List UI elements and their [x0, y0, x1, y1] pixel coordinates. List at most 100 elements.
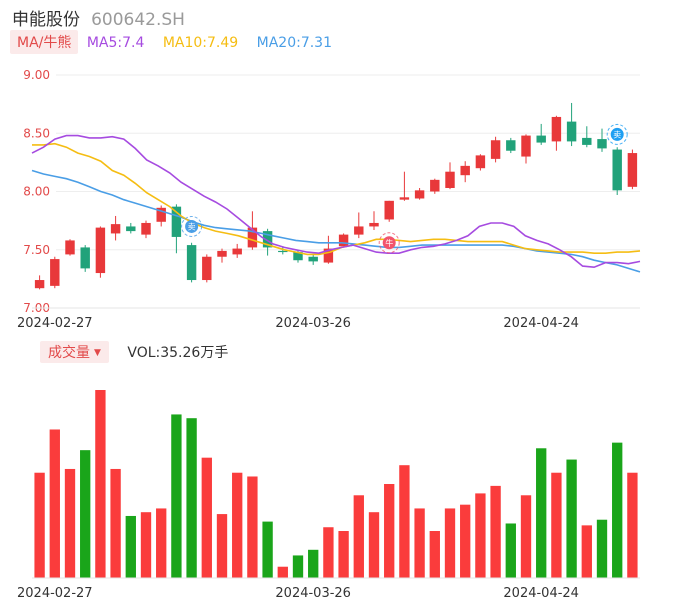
candle [217, 248, 227, 263]
candle [308, 254, 318, 265]
volume-indicator-button[interactable]: 成交量 ▼ [40, 341, 109, 363]
ma20-line [31, 169, 641, 273]
volume-bar [490, 485, 501, 578]
candle [232, 243, 242, 258]
candle-body [369, 222, 379, 227]
volume-bar [520, 495, 532, 578]
x-tick-label: 2024-04-24 [503, 316, 579, 331]
volume-bar [551, 472, 562, 578]
y-tick-label: 9.00 [23, 68, 50, 82]
candle-body [95, 227, 106, 274]
volume-bar [338, 531, 349, 578]
volume-bar [627, 472, 638, 578]
candle [460, 161, 470, 183]
candle-body [490, 140, 501, 159]
volume-bar [49, 429, 60, 578]
candle-body [338, 234, 349, 247]
candle-body [50, 259, 60, 286]
candle-body [354, 226, 364, 235]
candle [506, 137, 516, 154]
candle-body [551, 116, 562, 142]
candle [475, 154, 486, 171]
volume-bar [95, 390, 106, 578]
candle-body [323, 248, 334, 263]
volume-bar [156, 508, 167, 578]
candle-body [262, 231, 273, 248]
candle-body [232, 248, 242, 255]
volume-bar [399, 465, 410, 578]
ma10-line [32, 142, 641, 256]
candle-body [384, 200, 394, 220]
candle [34, 275, 45, 290]
candle [65, 239, 75, 256]
candle [384, 200, 394, 222]
candle [627, 149, 638, 190]
candle-body [171, 206, 182, 237]
volume-bar [323, 527, 334, 578]
sell-signal-icon: 卖 [181, 215, 203, 237]
candle-body [278, 250, 288, 253]
candle-body [536, 135, 546, 143]
candle [141, 220, 151, 239]
sell-signal-icon-dot [185, 219, 199, 233]
volume-value: VOL:35.26万手 [127, 345, 229, 361]
candle [582, 126, 592, 148]
ma5-label: MA5:7.4 [86, 35, 145, 51]
y-tick-label: 8.00 [23, 185, 50, 199]
volume-bar [64, 468, 76, 578]
ma-legend: MA/牛熊 MA5:7.4 MA10:7.49 MA20:7.31 [10, 30, 346, 54]
volume-bar [232, 472, 243, 578]
sell-signal-icon-label: 卖 [613, 130, 621, 139]
volume-header: 成交量 ▼ VOL:35.26万手 [40, 341, 228, 363]
candle-body [247, 227, 258, 248]
candle [126, 222, 136, 234]
sell-signal-icon-dot [610, 127, 624, 141]
x-tick-label: 2024-03-26 [275, 586, 351, 601]
candle-body [110, 224, 121, 234]
buy-signal-icon-halo [378, 232, 400, 254]
sell-signal-icon-label: 卖 [188, 222, 196, 231]
candle-body [293, 252, 303, 261]
candle [566, 102, 577, 147]
candle [445, 162, 455, 190]
candle-body [80, 247, 90, 269]
candle-body [414, 190, 425, 199]
volume-bar [216, 514, 228, 578]
candle [521, 134, 531, 164]
ma-indicator-button[interactable]: MA/牛熊 [10, 30, 79, 54]
candle-body [308, 256, 318, 262]
volume-bar [566, 459, 577, 578]
candle-body [521, 135, 531, 157]
candle [612, 147, 622, 195]
volume-bar [414, 508, 425, 578]
y-tick-label: 8.50 [23, 126, 50, 140]
volume-bar [277, 566, 288, 578]
candle [202, 254, 212, 283]
candle [354, 212, 364, 239]
volume-bar [186, 418, 197, 578]
stock-title: 申能股份 600642.SH [12, 5, 185, 30]
candle-body [65, 240, 75, 255]
candle-body [460, 165, 470, 176]
sell-signal-icon-halo [181, 215, 203, 237]
volume-bar [536, 448, 547, 578]
candle [369, 211, 379, 230]
volume-bar [596, 519, 608, 578]
candle [536, 123, 546, 145]
ma5-line [31, 134, 641, 269]
candle-body [34, 280, 45, 289]
volume-bar [475, 493, 486, 578]
buy-signal-icon: 牛 [378, 232, 400, 254]
x-tick-label: 2024-02-27 [17, 586, 93, 601]
volume-bar [384, 484, 395, 578]
buy-signal-icon-label: 牛 [385, 238, 393, 248]
ma10-label: MA10:7.49 [162, 35, 239, 51]
candle-body [141, 222, 151, 235]
candle-body [445, 171, 455, 189]
volume-bar [34, 472, 45, 578]
volume-bar [308, 549, 319, 578]
x-tick-label: 2024-03-26 [275, 316, 351, 331]
candle-body [156, 207, 166, 222]
candle [50, 256, 60, 289]
